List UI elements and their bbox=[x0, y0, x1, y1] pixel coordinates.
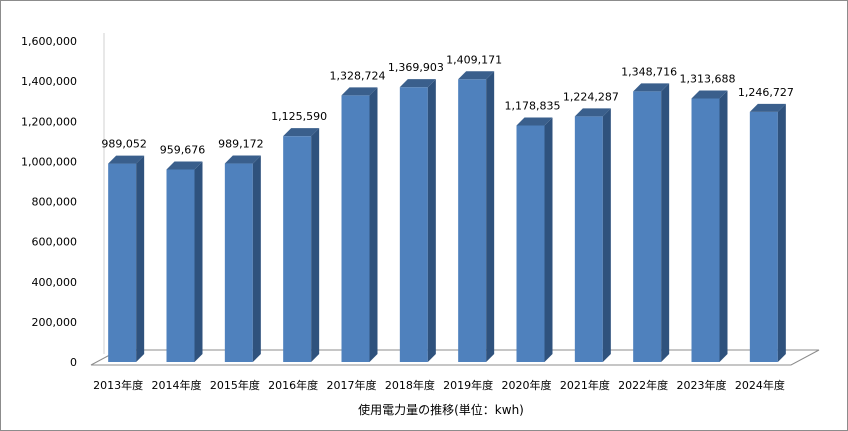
y-tick-label: 400,000 bbox=[32, 276, 78, 289]
bar-top bbox=[108, 155, 145, 164]
bar-top bbox=[691, 90, 728, 99]
bar-2018年度 bbox=[399, 79, 436, 362]
bar-side bbox=[136, 155, 145, 362]
bar-top bbox=[224, 155, 261, 164]
bar-side bbox=[602, 108, 611, 363]
bar-2017年度 bbox=[341, 87, 378, 363]
x-tick-label: 2019年度 bbox=[443, 378, 493, 392]
bar-front bbox=[399, 87, 428, 362]
data-label: 1,348,716 bbox=[621, 65, 677, 78]
data-label: 1,125,590 bbox=[271, 110, 327, 123]
bar-top bbox=[166, 161, 203, 170]
y-tick-label: 800,000 bbox=[32, 196, 78, 209]
bar-front bbox=[341, 95, 370, 362]
bar-side bbox=[311, 128, 320, 362]
data-label: 989,172 bbox=[218, 138, 264, 151]
x-tick-label: 2015年度 bbox=[210, 378, 260, 392]
bar-2013年度 bbox=[108, 155, 145, 362]
bar-front bbox=[516, 125, 545, 362]
bar-2024年度 bbox=[749, 103, 786, 362]
bar-side bbox=[369, 87, 378, 363]
x-tick-label: 2017年度 bbox=[327, 378, 377, 392]
y-tick-label: 1,600,000 bbox=[21, 35, 77, 48]
data-label: 1,409,171 bbox=[446, 53, 502, 66]
bar-front bbox=[691, 98, 720, 362]
bar-top bbox=[341, 87, 378, 96]
bar-front bbox=[458, 79, 487, 362]
bar-top bbox=[749, 103, 786, 112]
bar-2022年度 bbox=[633, 83, 670, 362]
data-label: 1,246,727 bbox=[738, 86, 794, 99]
x-tick-label: 2016年度 bbox=[268, 378, 318, 392]
y-tick-label: 1,200,000 bbox=[21, 115, 77, 128]
bar-top bbox=[458, 71, 495, 80]
bar-front bbox=[224, 163, 253, 362]
bar-front bbox=[108, 163, 137, 362]
bar-2015年度 bbox=[224, 155, 261, 362]
data-label: 1,369,903 bbox=[388, 61, 444, 74]
bar-side bbox=[427, 79, 436, 362]
bar-2021年度 bbox=[574, 108, 611, 363]
bar-side bbox=[777, 103, 786, 362]
x-tick-label: 2023年度 bbox=[677, 378, 727, 392]
bar-front bbox=[574, 116, 603, 363]
data-label: 1,178,835 bbox=[505, 99, 561, 112]
bar-side bbox=[486, 71, 495, 362]
bar-side bbox=[544, 117, 553, 362]
y-tick-label: 200,000 bbox=[32, 316, 78, 329]
bar-top bbox=[399, 79, 436, 88]
bar-2019年度 bbox=[458, 71, 495, 362]
x-tick-label: 2014年度 bbox=[152, 378, 202, 392]
x-tick-label: 2013年度 bbox=[93, 378, 143, 392]
y-tick-label: 1,000,000 bbox=[21, 155, 77, 168]
x-tick-label: 2022年度 bbox=[618, 378, 668, 392]
bar-front bbox=[749, 111, 778, 362]
bar-side bbox=[194, 161, 203, 362]
bar-side bbox=[661, 83, 670, 362]
bar-front bbox=[633, 91, 662, 362]
bar-2023年度 bbox=[691, 90, 728, 362]
data-label: 959,676 bbox=[160, 143, 206, 156]
bar-top bbox=[283, 128, 320, 137]
bar-2014年度 bbox=[166, 161, 203, 362]
bar-top bbox=[516, 117, 553, 126]
bar-side bbox=[252, 155, 261, 362]
y-tick-label: 600,000 bbox=[32, 236, 78, 249]
x-tick-label: 2021年度 bbox=[560, 378, 610, 392]
data-label: 989,052 bbox=[101, 138, 147, 151]
bar-top bbox=[574, 108, 611, 117]
bar-top bbox=[633, 83, 670, 92]
x-axis-title: 使用電力量の推移(単位：kwh) bbox=[358, 402, 524, 417]
x-tick-label: 2024年度 bbox=[735, 378, 785, 392]
bar-side bbox=[719, 90, 728, 362]
data-label: 1,224,287 bbox=[563, 90, 619, 103]
bar-front bbox=[166, 169, 195, 362]
y-tick-label: 1,400,000 bbox=[21, 75, 77, 88]
data-label: 1,328,724 bbox=[330, 69, 386, 82]
data-label: 1,313,688 bbox=[680, 72, 736, 85]
y-tick-label: 0 bbox=[70, 356, 77, 369]
bar-2020年度 bbox=[516, 117, 553, 362]
x-tick-label: 2018年度 bbox=[385, 378, 435, 392]
bar-front bbox=[283, 136, 312, 362]
x-tick-label: 2020年度 bbox=[502, 378, 552, 392]
bar-2016年度 bbox=[283, 128, 320, 362]
